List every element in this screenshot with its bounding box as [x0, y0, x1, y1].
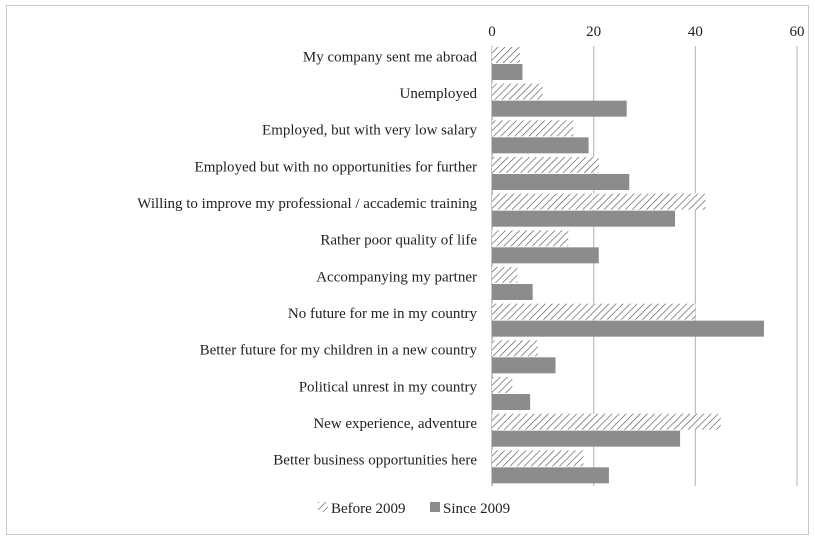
bar-before-2009 — [492, 157, 599, 173]
legend: Before 2009 Since 2009 — [318, 501, 510, 517]
bar-since-2009 — [492, 137, 589, 154]
bar-before-2009 — [492, 193, 706, 210]
category-label: Political unrest in my country — [299, 379, 478, 395]
category-label: Employed, but with very low salary — [262, 123, 477, 139]
category-label: My company sent me abroad — [303, 49, 478, 65]
bar-since-2009 — [492, 394, 531, 410]
category-label: Better business opportunities here — [273, 453, 477, 469]
legend-label-before-2009: Before 2009 — [331, 501, 406, 517]
legend-swatch-since-2009 — [430, 502, 440, 512]
bar-before-2009 — [492, 120, 574, 137]
category-label: Unemployed — [400, 86, 478, 102]
legend-swatch-before-2009 — [318, 502, 328, 512]
bar-since-2009 — [492, 467, 609, 484]
bar-since-2009 — [492, 284, 533, 300]
bar-before-2009 — [492, 303, 696, 320]
bar-since-2009 — [492, 357, 556, 374]
bar-before-2009 — [492, 450, 584, 467]
bar-before-2009 — [492, 230, 569, 247]
bar-before-2009 — [492, 377, 513, 393]
bar-before-2009 — [492, 413, 721, 430]
x-tick-label: 20 — [586, 24, 601, 40]
bar-since-2009 — [492, 100, 627, 117]
bar-before-2009 — [492, 340, 538, 357]
category-label: Employed but with no opportunities for f… — [195, 159, 477, 175]
gridlines — [491, 46, 798, 486]
legend-label-since-2009: Since 2009 — [443, 501, 510, 517]
bar-since-2009 — [492, 430, 681, 447]
x-tick-label: 0 — [488, 24, 496, 40]
category-label: New experience, adventure — [313, 416, 477, 432]
bar-since-2009 — [492, 174, 630, 190]
category-label: Rather poor quality of life — [320, 233, 477, 249]
x-tick-label: 60 — [790, 24, 805, 40]
bar-before-2009 — [492, 47, 520, 63]
bars — [492, 47, 764, 484]
bar-since-2009 — [492, 64, 523, 80]
bar-since-2009 — [492, 320, 764, 337]
category-label: No future for me in my country — [288, 306, 478, 322]
category-label: Better future for my children in a new c… — [200, 343, 478, 359]
category-label: Willing to improve my professional / acc… — [137, 196, 477, 212]
x-axis-ticks: 0 20 40 60 — [488, 24, 804, 40]
bar-before-2009 — [492, 267, 518, 283]
bar-before-2009 — [492, 83, 543, 100]
bar-since-2009 — [492, 247, 599, 264]
bar-since-2009 — [492, 210, 675, 227]
x-tick-label: 40 — [688, 24, 703, 40]
category-label: Accompanying my partner — [316, 269, 477, 285]
category-labels: My company sent me abroad Unemployed Emplo… — [137, 49, 477, 468]
